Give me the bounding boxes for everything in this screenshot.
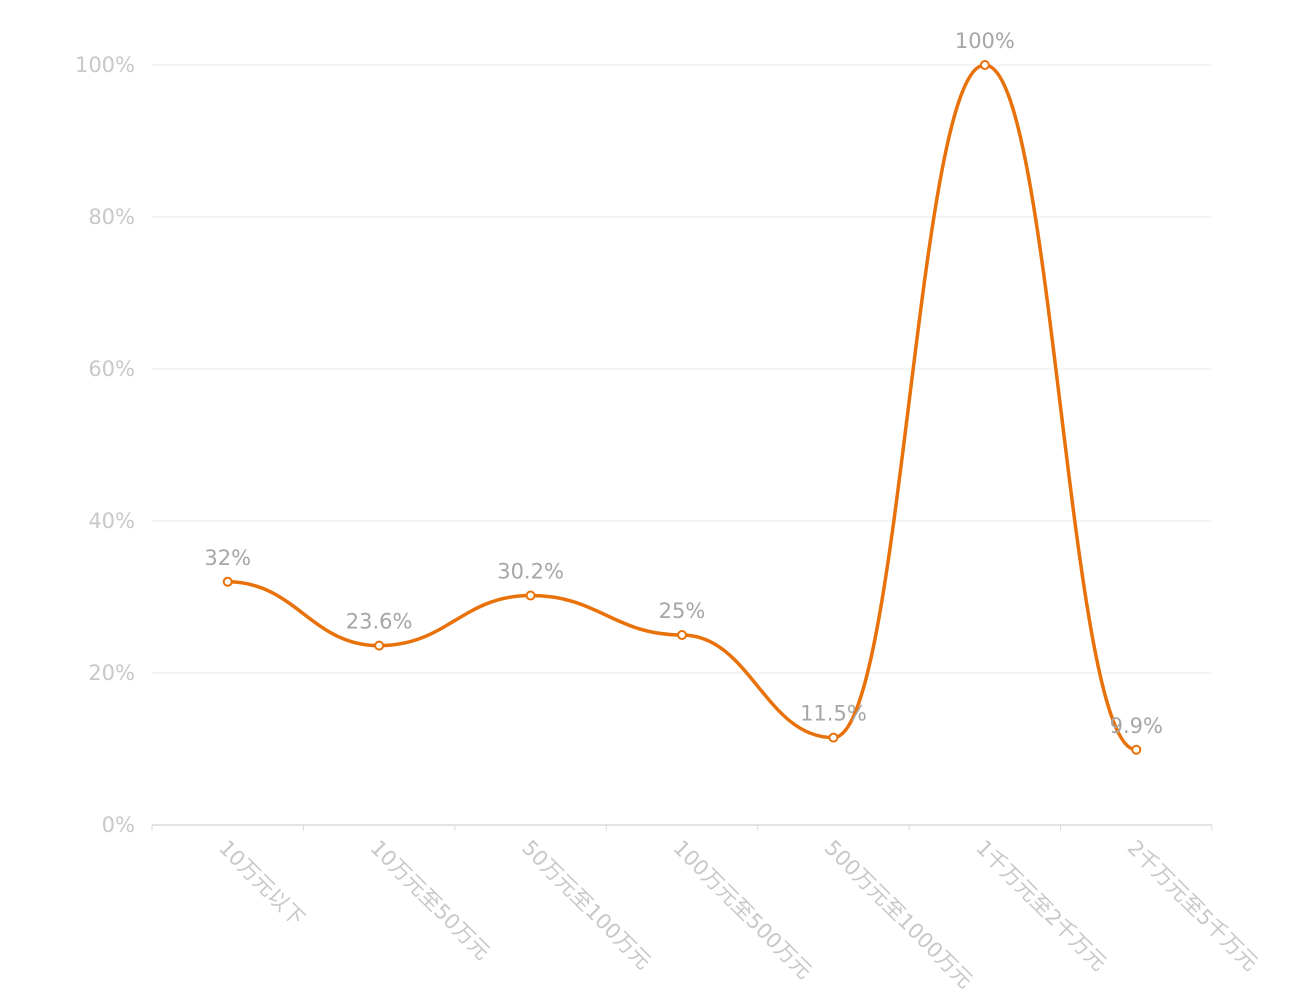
data-label: 23.6% xyxy=(346,610,413,634)
x-tick-label: 2千万元至5千万元 xyxy=(1123,836,1263,976)
x-tick-label: 100万元至500万元 xyxy=(668,836,816,984)
x-axis-ticks: 10万元以下 10万元至50万元 50万元至100万元 100万元至500万元 500万… xyxy=(151,825,1263,993)
x-tick-label: 50万元至100万元 xyxy=(517,836,655,974)
data-label: 30.2% xyxy=(497,559,564,583)
grid-lines xyxy=(152,64,1212,826)
x-tick-label: 1千万元至2千万元 xyxy=(971,836,1111,976)
data-point xyxy=(828,732,839,743)
data-point xyxy=(1131,744,1142,755)
y-tick-label: 20% xyxy=(88,661,135,685)
y-tick-label: 0% xyxy=(102,813,135,837)
y-tick-label: 80% xyxy=(88,205,135,229)
y-tick-label: 60% xyxy=(88,357,135,381)
data-point xyxy=(374,640,385,651)
data-point xyxy=(222,576,233,587)
series-group xyxy=(222,60,1142,755)
x-tick-label: 500万元至1000万元 xyxy=(820,836,977,993)
data-point xyxy=(525,590,536,601)
data-point xyxy=(979,60,990,70)
data-label: 25% xyxy=(659,599,706,623)
y-tick-label: 40% xyxy=(88,509,135,533)
data-label: 9.9% xyxy=(1110,714,1163,738)
y-axis-ticks: 0% 20% 40% 60% 80% 100% xyxy=(75,53,135,837)
data-labels: 32% 23.6% 30.2% 25% 11.5% 100% 9.9% xyxy=(204,29,1163,738)
data-label: 32% xyxy=(204,546,251,570)
y-tick-label: 100% xyxy=(75,53,135,77)
x-tick-label: 10万元以下 xyxy=(214,836,309,931)
series-line xyxy=(225,63,1139,752)
x-tick-label: 10万元至50万元 xyxy=(366,836,495,965)
data-label: 100% xyxy=(955,29,1015,53)
data-label: 11.5% xyxy=(800,702,867,726)
data-point xyxy=(677,630,687,640)
